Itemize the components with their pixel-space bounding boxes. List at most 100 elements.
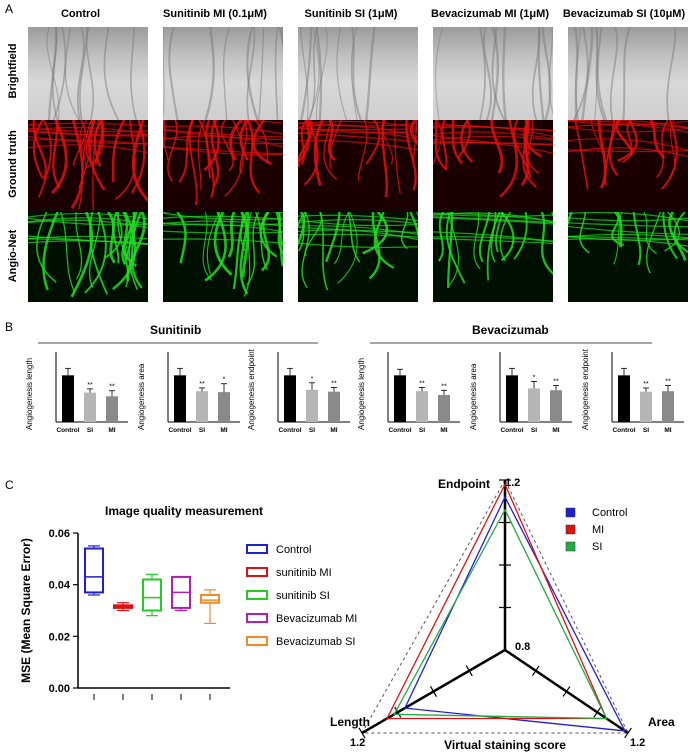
radar-axis-tick <box>593 706 602 718</box>
subplot-ylabel: Angiogenesis endpoint <box>247 348 256 430</box>
bar-control <box>394 375 406 422</box>
column-title-bevacizumab-mi: Bevacizumab MI (1μM) <box>431 8 549 20</box>
bar-mi <box>106 396 118 422</box>
bar-category-label: MI <box>440 427 447 434</box>
ground-truth-image-3 <box>298 120 418 212</box>
bar-mi <box>662 391 674 422</box>
bar-category-label: Control <box>612 427 635 434</box>
column-title-control: Control <box>60 8 101 20</box>
row-label-angio-net: Angio-Net <box>7 229 19 283</box>
brightfield-image-3 <box>298 27 418 120</box>
legend-label: sunitinib MI <box>276 567 332 579</box>
bar-category-label: SI <box>87 427 93 434</box>
boxplot-legend-item: sunitinib SI <box>246 586 330 604</box>
column-title-sunitinib-mi: Sunitinib MI (0.1μM) <box>163 8 267 20</box>
radar-legend-label: SI <box>592 541 602 553</box>
legend-swatch <box>246 635 268 646</box>
panel-label-c: C <box>5 478 14 492</box>
legend-swatch <box>246 543 268 554</box>
significance-marker: * <box>533 374 536 381</box>
brightfield-image-4 <box>433 27 553 120</box>
radar-legend-label: Control <box>592 507 627 519</box>
bar-subplot-1: Angiogenesis length Control ** SI ** MI <box>25 352 128 434</box>
radar-axis-tick <box>358 727 366 739</box>
row-label-brightfield: Brightfield <box>7 43 19 99</box>
bar-category-label: MI <box>108 427 115 434</box>
significance-marker: ** <box>87 382 93 389</box>
bar-mi <box>550 390 562 422</box>
boxplot-y-axis-title: MSE (Mean Square Error) <box>19 538 33 683</box>
radar-axis-max-area: 1.2 <box>630 737 645 749</box>
bar-si <box>306 389 318 422</box>
radar-axis-tick <box>429 686 438 697</box>
bar-subplot-3: Angiogenesis endpoint Control * SI ** MI <box>247 348 350 434</box>
bar-category-label: Control <box>278 427 301 434</box>
bar-category-label: Control <box>168 427 191 434</box>
ground-truth-image-1 <box>28 120 148 212</box>
radar-x-axis-title: Virtual staining score <box>444 738 566 752</box>
brightfield-image-1 <box>28 27 148 120</box>
bar-category-label: MI <box>664 427 671 434</box>
boxplot-title: Image quality measurement <box>105 504 264 518</box>
box-bevacizumab-si <box>200 589 220 700</box>
box-sunitinib-si <box>142 573 162 700</box>
bar-si <box>84 392 96 422</box>
radar-legend-swatch <box>565 541 576 552</box>
bar-control <box>506 375 518 422</box>
significance-marker: ** <box>643 381 649 388</box>
radar-outer-boundary <box>361 478 629 734</box>
subplot-ylabel: Angiogenesis area <box>137 363 146 430</box>
bar-category-label: SI <box>531 427 537 434</box>
significance-marker: ** <box>665 379 671 386</box>
bar-category-label: Control <box>388 427 411 434</box>
panel-label-b: B <box>5 320 14 334</box>
boxplot-y-tick-label: 0.00 <box>49 683 70 695</box>
legend-swatch <box>246 612 268 623</box>
box-sunitinib-mi <box>113 602 133 700</box>
radar-axis-tick <box>562 686 571 697</box>
bar-control <box>618 375 630 422</box>
legend-swatch <box>246 589 268 600</box>
boxplot-y-tick-label: 0.04 <box>49 580 71 592</box>
bar-control <box>62 375 74 422</box>
radar-axis-label-area: Area <box>648 715 675 729</box>
bar-charts-panel: Angiogenesis lengthControl**SI**MIAngiog… <box>25 342 684 434</box>
subplot-ylabel: Angiogenesis area <box>469 363 478 430</box>
legend-swatch <box>246 566 268 577</box>
radar-legend-swatch <box>565 524 576 535</box>
legend-label: Bevacizumab MI <box>276 613 358 625</box>
boxplot-legend-item: Control <box>246 540 311 558</box>
box-body <box>200 594 220 604</box>
boxplot-y-tick-label: 0.02 <box>49 631 70 643</box>
significance-marker: ** <box>419 380 425 387</box>
column-title-sunitinib-si: Sunitinib SI (1μM) <box>304 8 398 20</box>
legend-label: Bevacizumab SI <box>276 636 356 648</box>
significance-marker: ** <box>331 380 337 387</box>
legend-label: sunitinib SI <box>276 590 330 602</box>
bar-category-label: MI <box>552 427 559 434</box>
radar-legend-swatch <box>565 507 576 518</box>
radar-center-label: 0.8 <box>515 641 530 653</box>
angio-net-image-4 <box>433 212 553 302</box>
radar-axis-tick <box>531 665 540 677</box>
bar-subplot-2: Angiogenesis area Control ** SI * MI <box>137 352 240 434</box>
bar-category-label: MI <box>220 427 227 434</box>
row-label-ground-truth: Ground truth <box>7 130 19 198</box>
radar-axis-max-endpoint: 1.2 <box>505 477 520 489</box>
box-control <box>84 545 104 700</box>
column-title-bevacizumab-si: Bevacizumab SI (10μM) <box>562 8 686 20</box>
bar-si <box>640 391 652 422</box>
bar-subplot-6: Angiogenesis endpoint Control ** SI ** MI <box>581 348 684 434</box>
bar-category-label: Control <box>500 427 523 434</box>
legend-label: Control <box>276 544 312 556</box>
group-title-bevacizumab: Bevacizumab <box>472 323 549 337</box>
bar-category-label: SI <box>419 427 425 434</box>
angio-net-image-1 <box>28 212 148 302</box>
ground-truth-image-2 <box>163 120 283 212</box>
bar-si <box>416 391 428 422</box>
bar-control <box>284 375 296 422</box>
radar-legend-label: MI <box>592 524 604 536</box>
bar-control <box>174 375 186 422</box>
boxplot-legend-item: Bevacizumab SI <box>246 632 355 650</box>
